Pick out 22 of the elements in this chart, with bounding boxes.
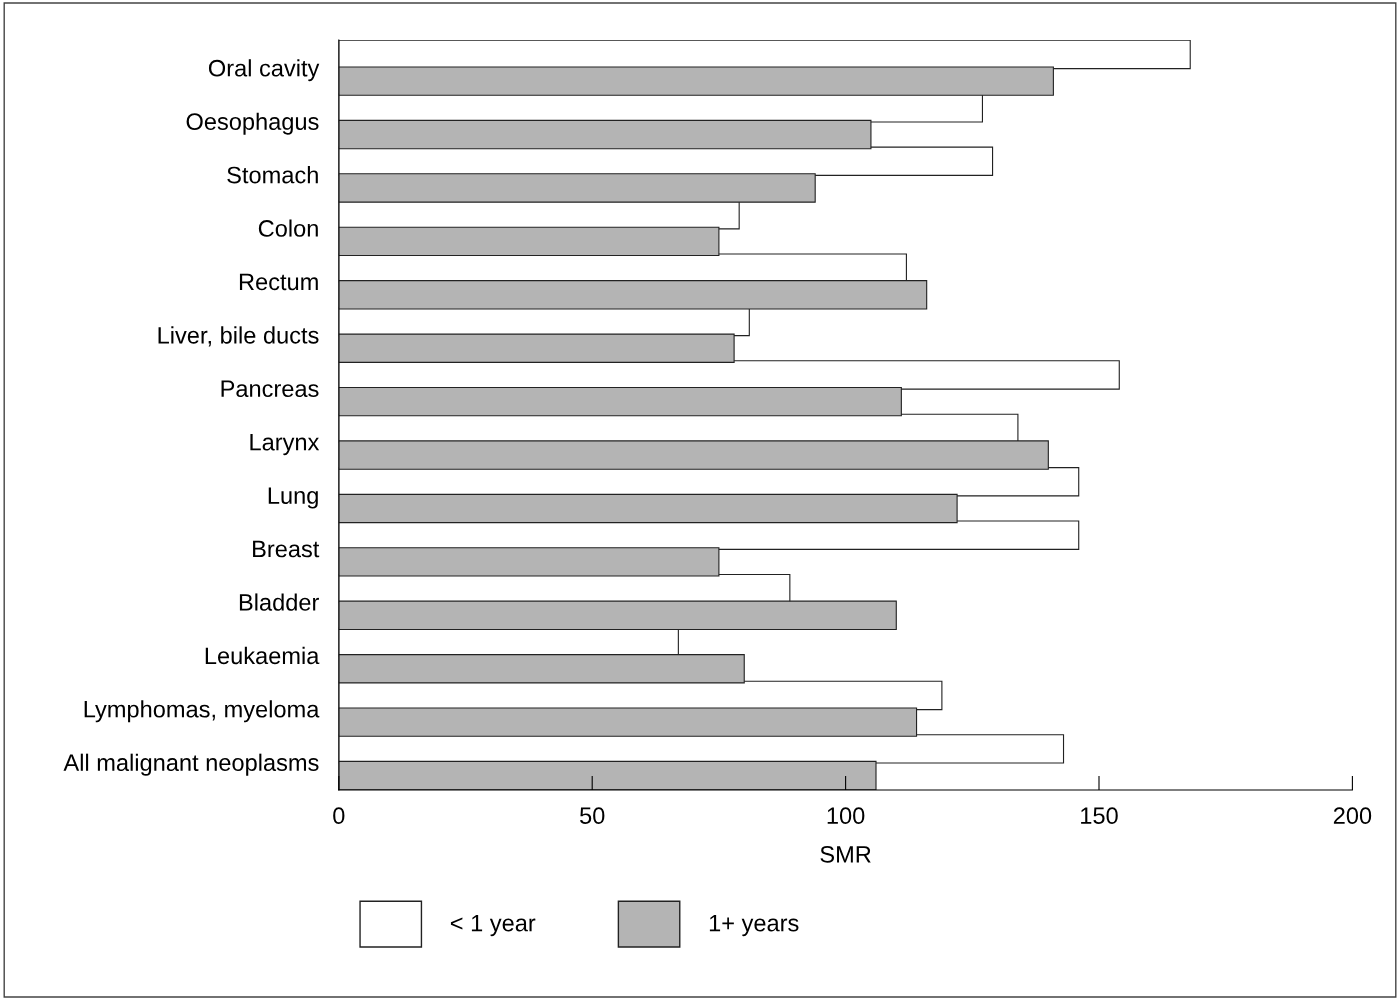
y-tick-label: Larynx	[250, 434, 320, 456]
y-tick-label: Stomach	[227, 166, 318, 184]
y-tick-label: Oral cavity	[208, 59, 320, 82]
x-tick-label: 150	[1081, 807, 1118, 825]
x-tick-label: 100	[827, 807, 865, 825]
y-tick-label: Pancreas	[221, 380, 319, 398]
y-tick-label: Rectum	[239, 273, 318, 291]
x-axis-title: SMR	[820, 845, 871, 863]
x-tick-label: 0	[333, 807, 345, 825]
legend-label: 1+ years	[709, 914, 799, 937]
y-tick-label: Lung	[268, 487, 318, 509]
y-tick-label: Leukaemia	[205, 646, 320, 665]
y-tick-label: All malignant neoplasms	[63, 753, 319, 776]
y-tick-label: Breast	[253, 540, 320, 558]
x-tick-label: 50	[580, 807, 605, 825]
y-tick-label: Colon	[258, 219, 318, 237]
y-tick-label: Bladder	[239, 593, 319, 611]
legend-label: < 1 year	[450, 914, 536, 937]
y-tick-label: Liver, bile ducts	[158, 326, 319, 347]
x-tick-label: 200	[1333, 807, 1372, 825]
y-tick-label: Lymphomas, myeloma	[84, 700, 320, 723]
y-tick-label: Oesophagus	[186, 112, 319, 135]
